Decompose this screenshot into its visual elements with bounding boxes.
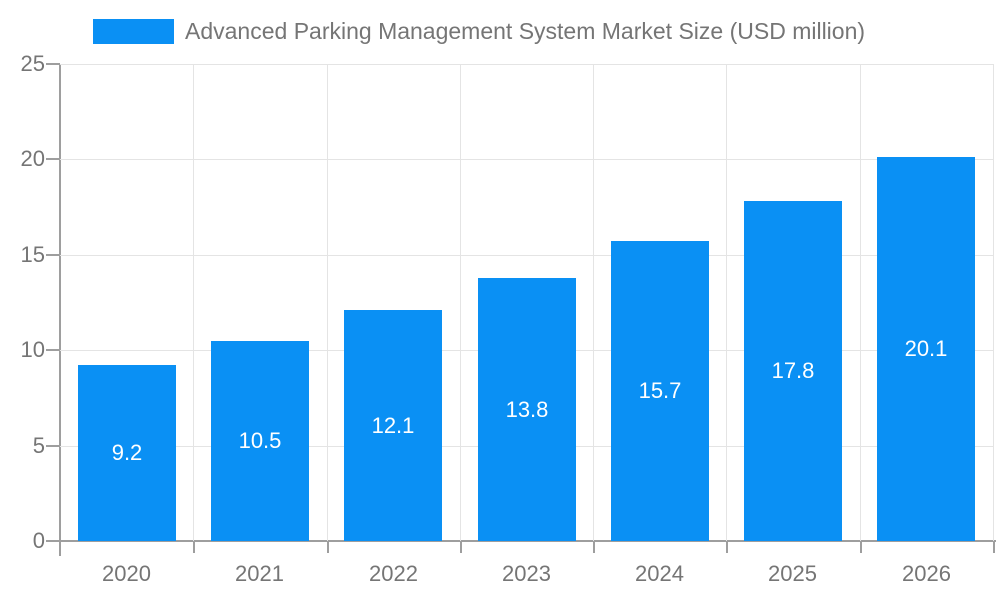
bar-2021[interactable]: 10.5: [211, 341, 309, 541]
y-axis-label: 0: [32, 528, 45, 553]
x-axis-tick: [193, 542, 195, 553]
bar-value-label: 15.7: [638, 378, 682, 403]
x-axis-tick: [860, 542, 862, 553]
x-axis-label: 2026: [902, 561, 951, 586]
x-axis-tick: [460, 542, 462, 553]
x-axis-tick: [593, 542, 595, 553]
bar-value-label: 13.8: [505, 396, 549, 422]
y-axis-tick: [46, 349, 60, 351]
x-axis-label: 2024: [635, 561, 684, 586]
y-axis-tick: [46, 254, 60, 256]
x-axis-tick: [327, 542, 329, 553]
x-axis-label: 2021: [235, 561, 284, 586]
y-axis-label: 5: [32, 433, 45, 458]
x-axis-label: 2023: [502, 561, 551, 586]
x-axis-label: 2025: [768, 561, 817, 586]
y-axis-line: [59, 64, 61, 556]
y-axis-tick: [46, 158, 60, 160]
horizontal-gridline: [60, 64, 993, 65]
x-axis-tick: [993, 542, 995, 553]
legend-item[interactable]: Advanced Parking Management System Marke…: [93, 19, 865, 44]
legend-marker-swatch: [93, 19, 174, 44]
bar-value-label: 10.5: [238, 428, 282, 453]
bar-2024[interactable]: 15.7: [611, 241, 709, 541]
vertical-gridline: [460, 64, 461, 541]
x-axis-line: [60, 540, 996, 542]
vertical-gridline: [726, 64, 727, 541]
bar-2026[interactable]: 20.1: [877, 157, 975, 541]
horizontal-gridline: [60, 159, 993, 161]
bar-2025[interactable]: 17.8: [744, 201, 842, 541]
bar-2023[interactable]: 13.8: [478, 278, 576, 541]
vertical-gridline: [993, 64, 994, 541]
horizontal-gridline: [60, 254, 993, 256]
y-axis-label: 10: [20, 337, 45, 362]
y-axis-tick: [46, 63, 60, 65]
legend-label: Advanced Parking Management System Marke…: [185, 18, 866, 44]
bar-2022[interactable]: 12.1: [344, 310, 442, 541]
x-axis-label: 2020: [102, 561, 151, 586]
bar-value-label: 9.2: [111, 440, 143, 465]
plot-area: 9.2 10.5 12.1 13.8 15.7 17.8 20.1: [60, 64, 994, 541]
y-axis-label: 20: [20, 146, 45, 171]
y-axis-label: 15: [20, 242, 45, 267]
y-axis-tick: [46, 540, 60, 542]
x-axis-tick: [726, 542, 728, 553]
vertical-gridline: [327, 64, 328, 541]
y-axis-label: 25: [20, 51, 45, 76]
bar-value-label: 12.1: [371, 412, 415, 438]
bar-2020[interactable]: 9.2: [78, 365, 176, 541]
vertical-gridline: [193, 64, 194, 541]
y-axis-tick: [46, 445, 60, 447]
bar-value-label: 17.8: [771, 358, 815, 383]
bar-value-label: 20.1: [904, 336, 948, 361]
x-axis-label: 2022: [369, 561, 418, 586]
vertical-gridline: [593, 64, 594, 541]
vertical-gridline: [860, 64, 861, 541]
